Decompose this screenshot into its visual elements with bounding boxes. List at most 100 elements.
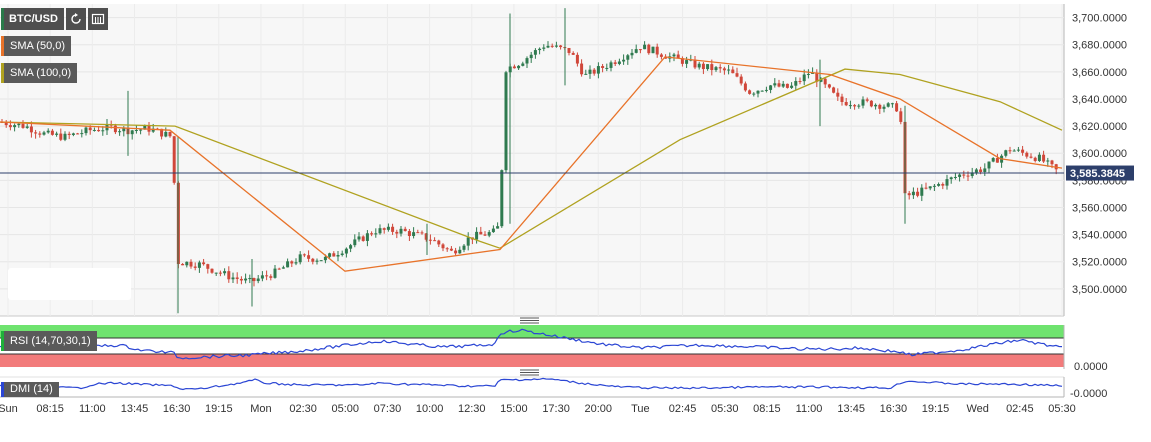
dmi-label[interactable]: DMI (14) bbox=[1, 382, 59, 397]
candle-body bbox=[529, 54, 533, 59]
candle-body bbox=[407, 231, 411, 237]
candle-body bbox=[638, 49, 642, 51]
candle-body bbox=[853, 105, 857, 107]
candle-body bbox=[533, 50, 537, 55]
candle-body bbox=[340, 253, 344, 256]
candle-body bbox=[680, 58, 684, 64]
candle-body bbox=[302, 254, 306, 256]
sma-100-label[interactable]: SMA (100,0) bbox=[1, 63, 78, 83]
candle-body bbox=[193, 266, 197, 268]
symbol-toolbar: BTC/USD bbox=[1, 8, 108, 30]
time-tick-label: 13:45 bbox=[837, 403, 865, 415]
refresh-icon bbox=[71, 13, 81, 24]
candle-body bbox=[504, 72, 508, 171]
candle-body bbox=[80, 133, 84, 135]
candle-body bbox=[609, 62, 613, 68]
candle-body bbox=[701, 63, 705, 70]
panel-resize-handle[interactable] bbox=[520, 369, 539, 376]
time-tick-label: 07:30 bbox=[374, 403, 402, 415]
candle-body bbox=[630, 52, 634, 56]
candle-body bbox=[403, 228, 407, 232]
candle-body bbox=[827, 84, 831, 88]
candle-body bbox=[88, 127, 92, 131]
candle-body bbox=[743, 83, 747, 91]
candle-body bbox=[962, 174, 966, 176]
settings-button[interactable] bbox=[87, 8, 108, 30]
candle-body bbox=[42, 132, 46, 135]
candle-body bbox=[454, 250, 458, 254]
panel-resize-handle[interactable] bbox=[520, 317, 539, 324]
candle-body bbox=[479, 231, 483, 235]
time-tick-label: 17:30 bbox=[542, 403, 570, 415]
candle-body bbox=[491, 228, 495, 233]
overlay-blank bbox=[8, 268, 131, 300]
candle-body bbox=[458, 249, 462, 254]
refresh-button[interactable] bbox=[65, 8, 86, 30]
candle-body bbox=[134, 129, 138, 131]
candle-body bbox=[139, 129, 143, 131]
candle-body bbox=[697, 63, 701, 68]
candle-body bbox=[525, 58, 529, 64]
candle-body bbox=[878, 104, 882, 109]
candle-body bbox=[886, 103, 890, 107]
dmi-line bbox=[0, 377, 1063, 391]
candle-body bbox=[911, 191, 915, 196]
candle-body bbox=[643, 44, 647, 50]
candle-body bbox=[1016, 149, 1020, 151]
candle-body bbox=[4, 122, 8, 126]
candle-body bbox=[874, 104, 878, 107]
candle-body bbox=[920, 187, 924, 196]
sma-50-label[interactable]: SMA (50,0) bbox=[1, 36, 72, 56]
candle-body bbox=[685, 60, 689, 64]
candle-body bbox=[1021, 149, 1025, 153]
time-tick-label: 16:30 bbox=[880, 403, 908, 415]
candle-body bbox=[664, 56, 668, 59]
candle-body bbox=[441, 244, 445, 249]
candle-body bbox=[365, 233, 369, 241]
candle-body bbox=[13, 125, 17, 128]
candle-body bbox=[235, 277, 239, 279]
candle-body bbox=[378, 228, 382, 234]
candle-body bbox=[601, 66, 605, 68]
candle-body bbox=[882, 106, 886, 109]
candle-body bbox=[777, 83, 781, 87]
candle-body bbox=[890, 103, 894, 105]
candle-body bbox=[588, 69, 592, 74]
candle-body bbox=[517, 65, 521, 69]
table-icon bbox=[91, 13, 104, 25]
sma-50-line bbox=[0, 56, 1063, 272]
candle-body bbox=[269, 276, 273, 278]
candle-body bbox=[210, 268, 214, 273]
dmi-label-text: DMI (14) bbox=[10, 383, 53, 395]
time-tick-label: 15:00 bbox=[500, 403, 528, 415]
candle-body bbox=[260, 275, 264, 279]
candle-body bbox=[76, 133, 80, 135]
candle-body bbox=[370, 233, 374, 235]
candle-body bbox=[647, 44, 651, 54]
candle-body bbox=[979, 169, 983, 173]
candle-body bbox=[185, 261, 189, 266]
candle-body bbox=[239, 278, 243, 281]
candle-body bbox=[416, 232, 420, 234]
candle-body bbox=[613, 62, 617, 64]
candle-body bbox=[1008, 150, 1012, 152]
candle-body bbox=[252, 278, 256, 282]
candle-body bbox=[764, 89, 768, 91]
rsi-label[interactable]: RSI (14,70,30,1) bbox=[1, 331, 97, 351]
candle-body bbox=[160, 128, 164, 137]
time-axis: Sun 08:15 11:00 13:45 16:30 19:15 Mon 02:30 05:0… bbox=[0, 403, 1076, 415]
candle-body bbox=[659, 54, 663, 57]
time-tick-label: Wed bbox=[966, 403, 988, 415]
candle-body bbox=[1050, 160, 1054, 165]
time-tick-label: 08:15 bbox=[36, 403, 64, 415]
time-tick-label: 02:45 bbox=[669, 403, 697, 415]
price-tick-label: 3,680.0000 bbox=[1072, 40, 1127, 52]
candle-body bbox=[580, 63, 584, 75]
candle-body bbox=[752, 93, 756, 95]
symbol-label[interactable]: BTC/USD bbox=[1, 8, 64, 30]
candle-body bbox=[798, 81, 802, 83]
candle-body bbox=[811, 72, 815, 74]
candle-body bbox=[937, 184, 941, 186]
price-tick-label: 3,600.0000 bbox=[1072, 148, 1127, 160]
